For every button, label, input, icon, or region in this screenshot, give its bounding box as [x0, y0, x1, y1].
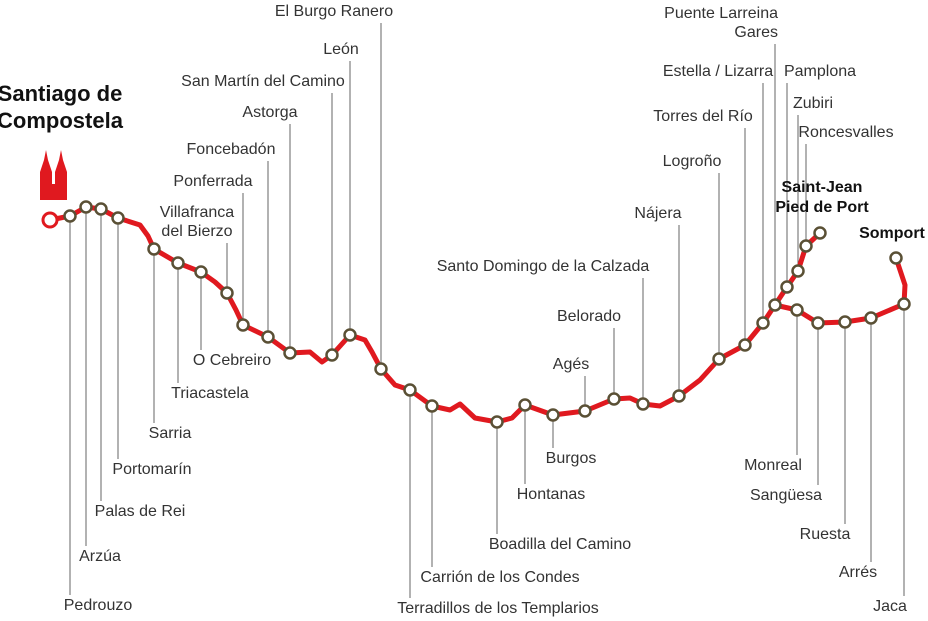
stop-marker [220, 286, 234, 300]
stop-label: Arzúa [79, 548, 121, 565]
stop-label: Astorga [242, 104, 297, 121]
stop-marker [343, 328, 357, 342]
stop-marker [780, 280, 794, 294]
stop-marker [147, 242, 161, 256]
stop-label: Sarria [149, 425, 192, 442]
start-marker [41, 211, 59, 229]
stop-marker [889, 251, 903, 265]
stop-marker [261, 330, 275, 344]
stop-marker [712, 352, 726, 366]
stop-marker [636, 397, 650, 411]
stop-label: Pedrouzo [64, 597, 133, 614]
saint-jean-label: Saint-Jean [782, 179, 863, 196]
stop-label: Santo Domingo de la Calzada [437, 258, 650, 275]
stop-marker [374, 362, 388, 376]
stop-marker [63, 209, 77, 223]
stop-marker [864, 311, 878, 325]
stop-label: Arrés [839, 564, 877, 581]
stop-label: Gares [734, 24, 778, 41]
stop-label: Nájera [634, 205, 681, 222]
stop-label: Boadilla del Camino [489, 536, 631, 553]
stop-label: Burgos [546, 450, 597, 467]
somport-label: Somport [859, 225, 925, 242]
stop-label: Terradillos de los Templarios [397, 600, 599, 617]
stop-label: San Martín del Camino [181, 73, 345, 90]
stop-marker [403, 383, 417, 397]
stop-marker [799, 239, 813, 253]
stop-marker [325, 348, 339, 362]
stop-label: Estella / Lizarra [663, 63, 773, 80]
stop-label: Sangüesa [750, 487, 822, 504]
stop-label: del Bierzo [161, 223, 232, 240]
stop-marker [79, 200, 93, 214]
stop-marker [756, 316, 770, 330]
stop-label: Zubiri [793, 95, 833, 112]
stop-marker [838, 315, 852, 329]
stop-marker [518, 398, 532, 412]
stop-label: Triacastela [171, 385, 249, 402]
stop-label: Belorado [557, 308, 621, 325]
stop-label: Hontanas [517, 486, 586, 503]
stop-label: Portomarín [112, 461, 191, 478]
stop-marker [425, 399, 439, 413]
stop-label: Jaca [873, 598, 907, 615]
stop-label: Torres del Río [653, 108, 753, 125]
stop-marker [790, 303, 804, 317]
stop-marker [171, 256, 185, 270]
start-label: Compostela [0, 108, 124, 133]
stop-marker [897, 297, 911, 311]
stop-label: Agés [553, 356, 589, 373]
stop-label: Monreal [744, 457, 802, 474]
stop-label: Villafranca [160, 204, 235, 221]
stop-marker [811, 316, 825, 330]
stop-label: Foncebadón [187, 141, 276, 158]
stop-marker [111, 211, 125, 225]
stop-label: Logroño [663, 153, 722, 170]
start-label: Santiago de [0, 81, 122, 106]
stop-marker [791, 264, 805, 278]
stop-marker [94, 202, 108, 216]
stop-label: Ponferrada [173, 173, 252, 190]
stop-label: Ruesta [800, 526, 851, 543]
stop-marker [546, 408, 560, 422]
stop-marker [738, 338, 752, 352]
stop-marker [672, 389, 686, 403]
stop-marker [607, 392, 621, 406]
stop-label: Roncesvalles [798, 124, 893, 141]
cathedral-icon [40, 150, 67, 200]
stop-marker [283, 346, 297, 360]
stop-marker [490, 415, 504, 429]
saint-jean-label: Pied de Port [775, 199, 869, 216]
stop-marker [813, 226, 827, 240]
stop-marker [236, 318, 250, 332]
stop-label: O Cebreiro [193, 352, 271, 369]
stop-label: Carrión de los Condes [420, 569, 579, 586]
stop-marker [578, 404, 592, 418]
stop-label: Pamplona [784, 63, 856, 80]
stop-label: Puente Larreina [664, 5, 778, 22]
stop-marker [194, 265, 208, 279]
stop-marker [768, 298, 782, 312]
stop-label: El Burgo Ranero [275, 3, 393, 20]
stop-label: Palas de Rei [95, 503, 186, 520]
stop-label: León [323, 41, 359, 58]
